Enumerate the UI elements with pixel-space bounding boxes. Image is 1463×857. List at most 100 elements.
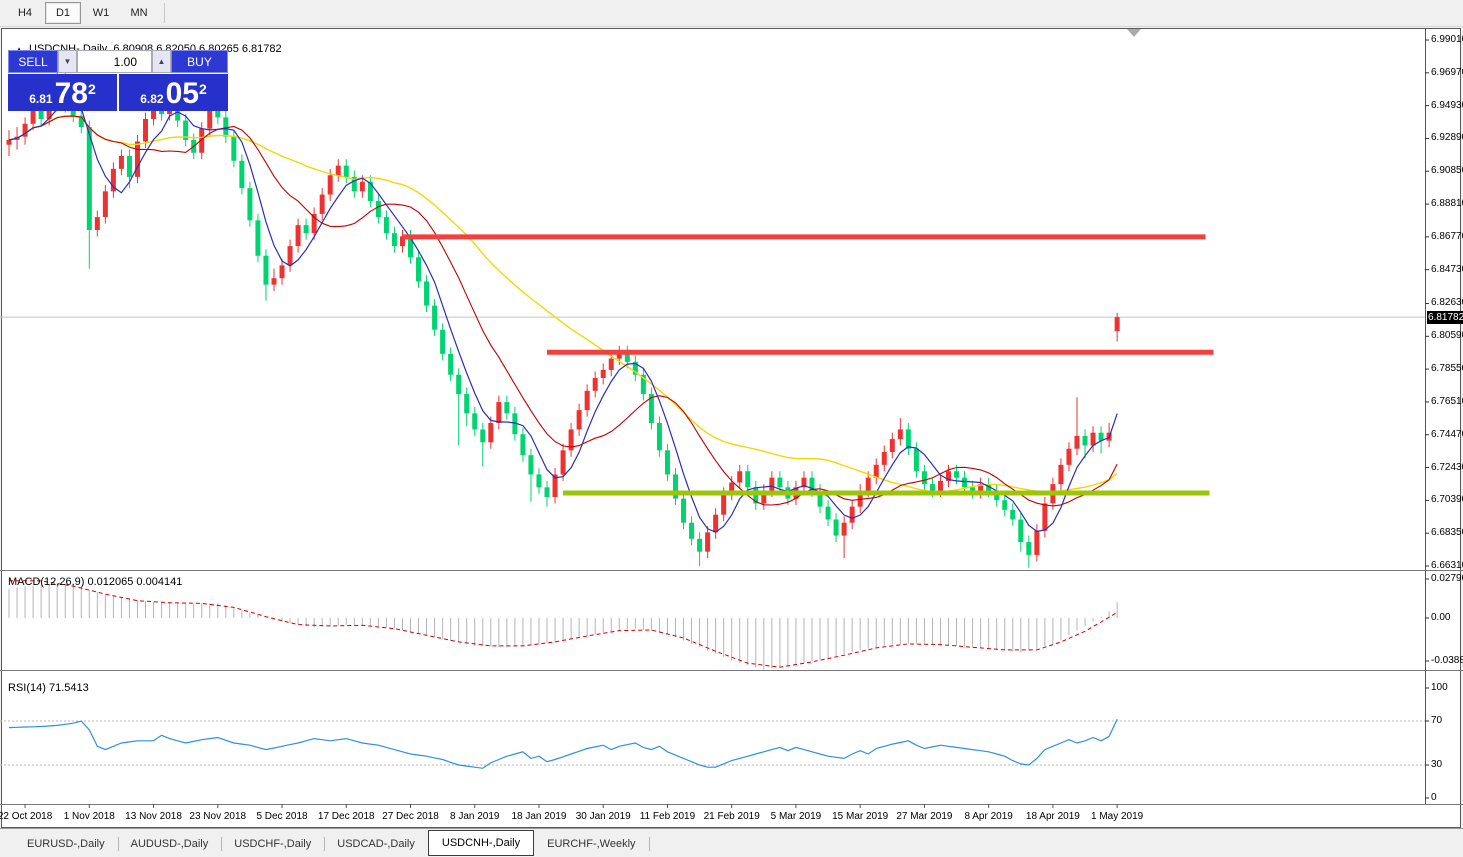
price-axis-label: 6.86770 — [1431, 230, 1463, 242]
timeframe-toolbar: H4 D1 W1 MN — [0, 0, 1463, 27]
date-axis-label: 8 Jan 2019 — [449, 811, 500, 822]
candle-body — [857, 490, 863, 507]
candle-body — [721, 493, 727, 515]
candle-body — [616, 352, 622, 359]
candle-body — [1082, 435, 1088, 446]
candle-body — [303, 225, 309, 234]
symbol-tab-usdcnhdaily[interactable]: USDCNH-,Daily — [427, 830, 535, 856]
candle-body — [897, 429, 903, 440]
candle-body — [488, 422, 494, 443]
candle-body — [528, 455, 534, 475]
symbol-tab-eurusddaily[interactable]: EURUSD-,Daily — [14, 833, 119, 855]
candle-body — [335, 165, 341, 176]
timeframe-button-w1[interactable]: W1 — [92, 7, 110, 19]
candle-body — [1098, 432, 1104, 441]
candle-body — [255, 220, 261, 256]
volume-input[interactable]: 1.00 — [77, 50, 152, 73]
candle-body — [327, 175, 333, 195]
buy-price-display[interactable]: 6.82 05 2 — [119, 74, 228, 111]
candle-body — [600, 369, 606, 378]
timeframe-button-d1[interactable]: D1 — [45, 2, 81, 24]
candle-body — [183, 120, 189, 140]
chart-shift-marker[interactable] — [1127, 29, 1141, 37]
candle-body — [416, 257, 422, 282]
date-axis-label: 5 Dec 2018 — [256, 811, 308, 822]
buy-button[interactable]: BUY — [171, 50, 228, 73]
candle-body — [568, 429, 574, 451]
date-axis-label: 8 Apr 2019 — [964, 811, 1013, 822]
ma-mid-line — [8, 115, 1118, 507]
candle-body — [664, 450, 670, 475]
candle-body — [560, 450, 566, 475]
sell-button[interactable]: SELL — [8, 50, 58, 73]
sell-price-prefix: 6.81 — [29, 92, 53, 106]
timeframe-button-mn[interactable]: MN — [130, 7, 148, 19]
rsi-value: 71.5413 — [48, 682, 89, 694]
candle-body — [713, 514, 719, 533]
candle-body — [978, 484, 984, 493]
candle-body — [1002, 500, 1008, 510]
candle-body — [151, 104, 157, 119]
candle-body — [440, 329, 446, 354]
price-axis-label: 6.72430 — [1431, 461, 1463, 473]
ma-slow-line — [8, 115, 1118, 493]
date-axis-label: 23 Nov 2018 — [189, 811, 247, 822]
rsi-axis-label: 100 — [1431, 682, 1448, 693]
volume-increase-button[interactable]: ▲ — [152, 50, 171, 73]
candle-body — [608, 358, 614, 370]
price-axis-label: 6.70390 — [1431, 494, 1463, 506]
symbol-tab-audusddaily[interactable]: AUDUSD-,Daily — [118, 833, 223, 855]
candle-body — [672, 474, 678, 499]
timeframe-buttons: H4 D1 W1 MN — [6, 2, 158, 24]
candle-body — [351, 176, 357, 192]
candle-body — [584, 390, 590, 411]
candle-body — [986, 484, 992, 491]
candle-body — [110, 168, 116, 192]
candle-body — [143, 118, 149, 142]
symbol-tab-usdchfdaily[interactable]: USDCHF-,Daily — [221, 833, 326, 855]
candle-body — [681, 498, 687, 523]
macd-label: MACD(12,26,9) 0.012065 0.004141 — [8, 576, 183, 588]
price-axis-label: 6.99010 — [1431, 34, 1463, 45]
timeframe-button-h4[interactable]: H4 — [17, 7, 33, 19]
candle-body — [1026, 542, 1032, 555]
candle-body — [817, 490, 823, 507]
candle-body — [689, 522, 695, 539]
candle-body — [22, 123, 28, 137]
date-axis-label: 17 Dec 2018 — [317, 811, 375, 822]
tab-separator — [648, 837, 650, 851]
candle-body — [937, 480, 943, 491]
date-axis-label: 1 May 2019 — [1090, 811, 1144, 822]
symbol-tab-eurchfweekly[interactable]: EURCHF-,Weekly — [534, 833, 650, 855]
rsi-axis-label: 70 — [1431, 715, 1443, 726]
macd-signal-line — [9, 580, 1118, 668]
date-axis-label: 5 Mar 2019 — [770, 811, 822, 822]
sell-price-display[interactable]: 6.81 78 2 — [8, 74, 117, 111]
candle-body — [343, 165, 349, 177]
date-axis-label: 22 Oct 2018 — [0, 811, 53, 822]
candle-body — [921, 471, 927, 485]
candle-body — [247, 188, 253, 221]
candle-body — [1074, 435, 1080, 449]
rsi-axis-label: 0 — [1431, 792, 1437, 803]
candle-body — [697, 538, 703, 552]
candle-body — [745, 471, 751, 488]
candle-body — [6, 139, 12, 145]
candle-body — [126, 155, 132, 177]
candle-body — [1066, 448, 1072, 465]
price-axis-label: 6.82630 — [1431, 297, 1463, 309]
price-axis-label: 6.94930 — [1431, 99, 1463, 111]
macd-axis-label: 0.00 — [1431, 612, 1451, 623]
trade-prices-row: 6.81 78 2 6.82 05 2 — [8, 74, 228, 111]
candle-body — [962, 477, 968, 488]
candle-body — [954, 471, 960, 478]
volume-decrease-button[interactable]: ▼ — [58, 50, 77, 73]
collapse-icon[interactable]: ▲ — [15, 45, 23, 54]
candle-body — [849, 506, 855, 523]
buy-price-prefix: 6.82 — [140, 92, 164, 106]
candle-body — [929, 484, 935, 491]
buy-price-pips: 05 — [165, 77, 199, 110]
